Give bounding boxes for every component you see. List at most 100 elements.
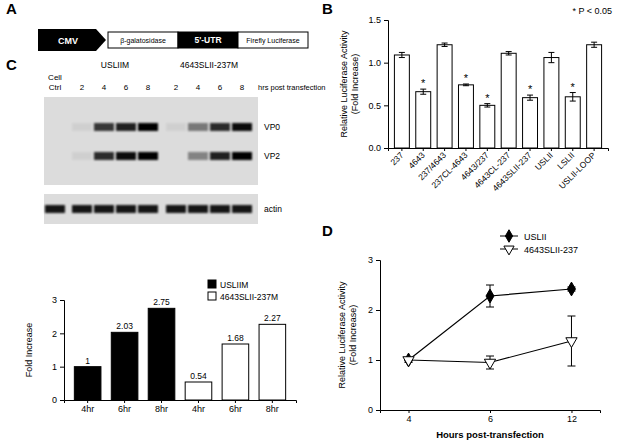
lane-label: 6 xyxy=(218,83,223,92)
error-bar xyxy=(527,95,533,100)
significance-mark: * xyxy=(421,77,426,89)
band-label: VP0 xyxy=(264,122,280,132)
tick-label: USLII xyxy=(533,150,555,172)
bar xyxy=(394,55,409,148)
bar xyxy=(480,105,495,148)
band xyxy=(116,123,136,131)
element-label: Firefly Luciferase xyxy=(246,37,299,45)
group-label: 4643SLII-237M xyxy=(180,60,238,70)
bar xyxy=(544,58,559,148)
point xyxy=(403,357,414,367)
axis-title: (Fold Increase) xyxy=(350,54,360,115)
band xyxy=(232,123,252,131)
tick: 2 xyxy=(368,305,380,315)
bar xyxy=(523,98,538,148)
band xyxy=(72,152,92,160)
tick-mark xyxy=(198,400,199,403)
bar xyxy=(587,45,602,148)
tick-label: 0.0 xyxy=(368,143,381,153)
tick-label: 6hr xyxy=(229,404,242,414)
axis-title: Relative Luciferase Activity xyxy=(339,30,349,138)
chart-d: 01234612Hours post-transfectionRelative … xyxy=(337,230,601,440)
legend-label: 4643SLII-237 xyxy=(524,245,578,255)
tick-mark xyxy=(530,148,531,151)
tick-label: 0.5 xyxy=(368,101,381,111)
error-bar xyxy=(548,52,554,62)
axis-line xyxy=(381,411,601,414)
panel-label: A xyxy=(6,0,17,17)
tick: USLII xyxy=(533,148,555,172)
tick: 0.0 xyxy=(368,143,388,153)
bar xyxy=(259,324,286,400)
tick-label: 4hr xyxy=(81,404,94,414)
significance-mark: * xyxy=(528,83,533,95)
tick-mark xyxy=(60,367,64,368)
error-bar xyxy=(399,52,405,57)
tick-label: 1.5 xyxy=(368,15,381,25)
tick-label: 1 xyxy=(52,362,57,372)
x-axis: 2374643237/4643237CL-46434643/2374643CL-… xyxy=(388,148,608,193)
blot: CellCtrlUSLIIM24684643SLII-237M2468hrs p… xyxy=(44,60,326,224)
tick-mark xyxy=(60,400,64,401)
band xyxy=(188,152,208,160)
axis-title: Relative Luciferase Activity xyxy=(337,281,347,389)
tick-mark xyxy=(551,148,552,151)
label: Ctrl xyxy=(49,83,62,92)
tick-mark xyxy=(384,105,388,106)
error-bar xyxy=(484,104,490,107)
point xyxy=(566,338,577,348)
tick-label: 0 xyxy=(52,395,57,405)
tick-mark xyxy=(376,410,380,411)
axis-line xyxy=(376,261,381,411)
band xyxy=(188,123,208,131)
point xyxy=(484,359,495,369)
tick: 4hr xyxy=(192,400,205,414)
gene-box xyxy=(108,32,178,48)
plot-area xyxy=(394,42,601,148)
legend-label: 4643SLII-237M xyxy=(220,292,278,302)
band xyxy=(116,152,136,160)
tick-label: 1 xyxy=(368,355,373,365)
legend: USLII4643SLII-237 xyxy=(500,230,578,255)
tick-mark xyxy=(444,148,445,151)
tick: 6 xyxy=(488,410,493,424)
lane-title: hrs post transfection xyxy=(258,83,326,92)
tick-label: 2 xyxy=(52,329,57,339)
x-axis: 4612 xyxy=(381,410,601,424)
data-label: 2.03 xyxy=(116,321,133,331)
tick: USLII-LOOP xyxy=(557,148,598,191)
tick-mark xyxy=(60,300,64,301)
chart-b: *****0.00.51.01.52374643237/4643237CL-46… xyxy=(339,6,612,193)
y-axis: 0 1 2 3 xyxy=(52,295,65,405)
error-bar xyxy=(591,42,597,47)
blot-membrane xyxy=(44,97,258,185)
diagram: CMVβ-galatosidase5'-UTRFirefly Luciferas… xyxy=(38,29,308,51)
panel-label: B xyxy=(322,0,333,17)
band xyxy=(45,205,65,213)
legend-label: USLIIM xyxy=(220,280,248,290)
tick: 8hr xyxy=(266,400,279,414)
plot-area xyxy=(74,308,285,400)
tick-label: 6 xyxy=(488,414,493,424)
group-label: USLIIM xyxy=(101,60,129,70)
axis-title: (Fold Increase) xyxy=(348,305,358,366)
bar xyxy=(437,45,452,148)
tick-label: 3 xyxy=(52,295,57,305)
tick: 6hr xyxy=(229,400,242,414)
utr-block xyxy=(178,32,238,48)
error-bar xyxy=(463,84,469,86)
band xyxy=(116,205,136,213)
element-label: 5'-UTR xyxy=(194,35,221,45)
legend: USLIIM 4643SLII-237M xyxy=(208,280,278,302)
band xyxy=(210,205,230,213)
legend-swatch xyxy=(208,292,216,300)
tick: 6hr xyxy=(118,400,131,414)
lane-label: 4 xyxy=(196,83,201,92)
tick-mark xyxy=(384,63,388,64)
bar xyxy=(222,344,249,400)
tick-mark xyxy=(376,310,380,311)
error-bar xyxy=(420,89,426,94)
lane-label: 4 xyxy=(102,83,107,92)
bar xyxy=(565,97,580,148)
point xyxy=(486,289,494,303)
